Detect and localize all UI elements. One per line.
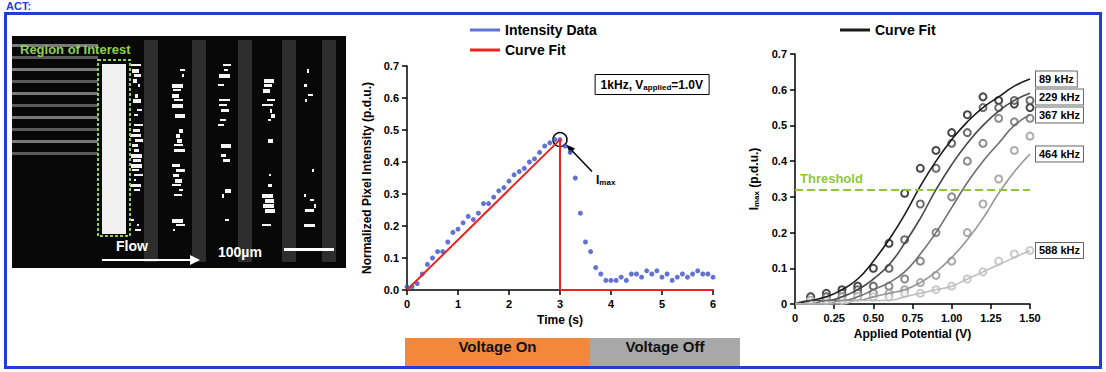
svg-text:=1.0V: =1.0V [671, 78, 703, 92]
svg-text:4: 4 [608, 298, 615, 310]
svg-text:Curve Fit: Curve Fit [505, 42, 566, 58]
svg-text:0.7: 0.7 [772, 48, 787, 60]
svg-text:0.0: 0.0 [384, 284, 399, 296]
svg-text:1: 1 [455, 298, 461, 310]
svg-text:588 kHz: 588 kHz [1039, 244, 1080, 256]
svg-text:2: 2 [506, 298, 512, 310]
html-text:Voltage Off: Voltage Off [625, 338, 705, 355]
svg-text:max: max [599, 178, 616, 187]
svg-text:0: 0 [792, 312, 798, 324]
svg-text:Curve Fit: Curve Fit [875, 22, 936, 38]
svg-text:367 kHz: 367 kHz [1039, 109, 1080, 121]
svg-text:229 kHz: 229 kHz [1039, 91, 1080, 103]
svg-text:1.50: 1.50 [1019, 312, 1040, 324]
svg-text:0.2: 0.2 [384, 220, 399, 232]
svg-text:I: I [596, 172, 600, 187]
svg-text:89 kHz: 89 kHz [1039, 73, 1074, 85]
svg-text:0.6: 0.6 [772, 84, 787, 96]
svg-text:I: I [747, 207, 762, 211]
svg-text:max: max [752, 190, 761, 207]
svg-text:Flow: Flow [116, 238, 148, 254]
svg-text:0.4: 0.4 [772, 155, 788, 167]
svg-text:0.1: 0.1 [384, 252, 399, 264]
svg-text:Intensity Data: Intensity Data [505, 22, 597, 38]
svg-text:0: 0 [404, 298, 410, 310]
svg-text:Normalized Pixel Intensity (p.: Normalized Pixel Intensity (p.d.u.) [360, 82, 374, 274]
svg-text:applied: applied [643, 83, 671, 92]
html-text:ACT:: ACT: [6, 0, 32, 12]
svg-text:0.6: 0.6 [384, 92, 399, 104]
svg-text:(p.d.u.): (p.d.u.) [747, 148, 761, 191]
svg-text:0: 0 [781, 298, 787, 310]
svg-text:1kHz, V: 1kHz, V [601, 78, 644, 92]
svg-text:0.25: 0.25 [823, 312, 844, 324]
svg-text:0.3: 0.3 [384, 188, 399, 200]
svg-text:6: 6 [710, 298, 716, 310]
svg-text:0.2: 0.2 [772, 227, 787, 239]
svg-text:464 kHz: 464 kHz [1039, 148, 1080, 160]
svg-text:Threshold: Threshold [800, 171, 863, 186]
svg-text:0.5: 0.5 [772, 119, 787, 131]
svg-text:0.5: 0.5 [384, 124, 399, 136]
svg-text:Time (s): Time (s) [537, 313, 583, 327]
svg-text:0.75: 0.75 [902, 312, 923, 324]
svg-text:0.50: 0.50 [863, 312, 884, 324]
svg-text:0.7: 0.7 [384, 60, 399, 72]
svg-text:3: 3 [557, 298, 563, 310]
svg-text:Region of Interest: Region of Interest [20, 42, 131, 57]
svg-text:1.25: 1.25 [980, 312, 1001, 324]
svg-text:0.3: 0.3 [772, 191, 787, 203]
svg-text:100µm: 100µm [218, 244, 262, 260]
svg-text:5: 5 [659, 298, 665, 310]
html-text:Voltage On: Voltage On [458, 338, 537, 355]
svg-text:1.00: 1.00 [941, 312, 962, 324]
svg-text:0.4: 0.4 [384, 156, 400, 168]
svg-text:Applied Potential (V): Applied Potential (V) [854, 327, 971, 341]
svg-text:0.1: 0.1 [772, 262, 787, 274]
